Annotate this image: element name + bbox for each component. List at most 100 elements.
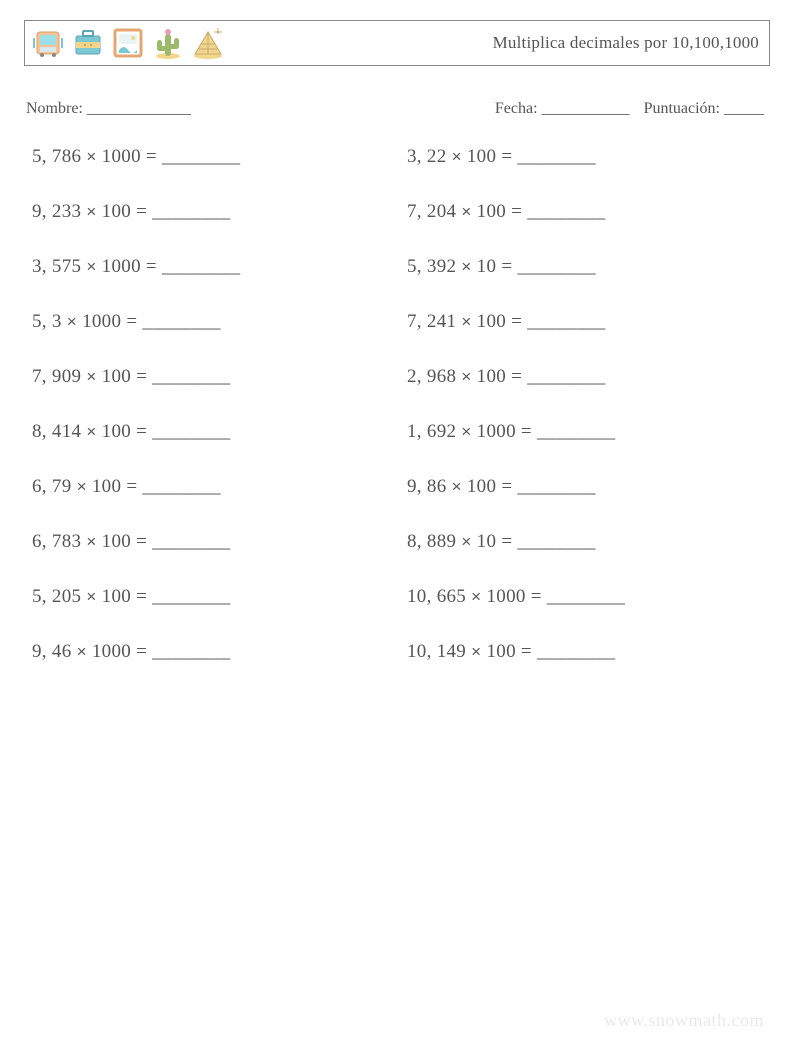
operand-a: 9, 233: [32, 201, 81, 222]
answer-blank: ________: [142, 311, 220, 332]
times-op: ×: [77, 477, 87, 496]
times-op: ×: [471, 587, 481, 606]
answer-blank: ________: [517, 256, 595, 277]
operand-b: 100: [102, 421, 131, 442]
problem: 6, 79 × 100 = ________: [32, 476, 395, 498]
answer-blank: ________: [517, 146, 595, 167]
operand-a: 5, 3: [32, 311, 62, 332]
operand-a: 6, 79: [32, 476, 72, 497]
tram-icon: [31, 26, 65, 60]
problem: 9, 46 × 1000 = ________: [32, 641, 395, 663]
operand-a: 8, 889: [407, 531, 456, 552]
operand-a: 5, 392: [407, 256, 456, 277]
operand-a: 5, 205: [32, 586, 81, 607]
times-op: ×: [86, 147, 96, 166]
problem: 8, 414 × 100 = ________: [32, 421, 395, 443]
times-op: ×: [86, 367, 96, 386]
answer-blank: ________: [152, 366, 230, 387]
operand-b: 100: [102, 201, 131, 222]
operand-b: 1000: [477, 421, 516, 442]
problem: 5, 3 × 1000 = ________: [32, 311, 395, 333]
operand-a: 8, 414: [32, 421, 81, 442]
operand-b: 100: [92, 476, 121, 497]
times-op: ×: [461, 532, 471, 551]
operand-b: 100: [477, 311, 506, 332]
times-op: ×: [86, 422, 96, 441]
operand-b: 1000: [486, 586, 525, 607]
operand-b: 100: [467, 146, 496, 167]
painting-icon: [111, 26, 145, 60]
operand-a: 1, 692: [407, 421, 456, 442]
operand-b: 1000: [102, 256, 141, 277]
times-op: ×: [452, 477, 462, 496]
operand-b: 10: [477, 531, 497, 552]
problem: 2, 968 × 100 = ________: [407, 366, 770, 388]
times-op: ×: [452, 147, 462, 166]
operand-a: 10, 149: [407, 641, 466, 662]
problem: 5, 205 × 100 = ________: [32, 586, 395, 608]
times-op: ×: [86, 532, 96, 551]
problem: 7, 241 × 100 = ________: [407, 311, 770, 333]
icons-row: [31, 26, 225, 60]
problem: 9, 86 × 100 = ________: [407, 476, 770, 498]
worksheet-title: Multiplica decimales por 10,100,1000: [493, 33, 759, 53]
operand-b: 1000: [92, 641, 131, 662]
times-op: ×: [471, 642, 481, 661]
problem: 9, 233 × 100 = ________: [32, 201, 395, 223]
operand-b: 10: [477, 256, 497, 277]
operand-a: 9, 86: [407, 476, 447, 497]
problem: 7, 909 × 100 = ________: [32, 366, 395, 388]
answer-blank: ________: [162, 256, 240, 277]
times-op: ×: [86, 257, 96, 276]
worksheet-page: Multiplica decimales por 10,100,1000 Nom…: [0, 0, 794, 1053]
score-label: Puntuación: _____: [644, 100, 764, 118]
times-op: ×: [461, 312, 471, 331]
answer-blank: ________: [152, 641, 230, 662]
answer-blank: ________: [537, 641, 615, 662]
problem: 6, 783 × 100 = ________: [32, 531, 395, 553]
times-op: ×: [67, 312, 77, 331]
answer-blank: ________: [152, 531, 230, 552]
operand-a: 3, 22: [407, 146, 447, 167]
answer-blank: ________: [162, 146, 240, 167]
answer-blank: ________: [152, 421, 230, 442]
operand-b: 1000: [102, 146, 141, 167]
date-label: Fecha: ___________: [495, 100, 630, 118]
problem: 8, 889 × 10 = ________: [407, 531, 770, 553]
answer-blank: ________: [152, 586, 230, 607]
operand-a: 7, 909: [32, 366, 81, 387]
times-op: ×: [86, 202, 96, 221]
problem: 10, 665 × 1000 = ________: [407, 586, 770, 608]
operand-b: 100: [477, 201, 506, 222]
operand-b: 100: [486, 641, 515, 662]
times-op: ×: [77, 642, 87, 661]
operand-a: 7, 241: [407, 311, 456, 332]
answer-blank: ________: [537, 421, 615, 442]
meta-right: Fecha: ___________ Puntuación: _____: [495, 100, 764, 118]
cactus-icon: [151, 26, 185, 60]
problems-grid: 5, 786 × 1000 = ________ 3, 22 × 100 = __…: [24, 146, 770, 663]
times-op: ×: [461, 257, 471, 276]
operand-b: 1000: [82, 311, 121, 332]
answer-blank: ________: [142, 476, 220, 497]
suitcase-icon: [71, 26, 105, 60]
problem: 1, 692 × 1000 = ________: [407, 421, 770, 443]
times-op: ×: [461, 202, 471, 221]
watermark: www.snowmath.com: [604, 1010, 764, 1031]
operand-a: 10, 665: [407, 586, 466, 607]
operand-a: 5, 786: [32, 146, 81, 167]
answer-blank: ________: [517, 476, 595, 497]
problem: 10, 149 × 100 = ________: [407, 641, 770, 663]
operand-b: 100: [102, 586, 131, 607]
header-box: Multiplica decimales por 10,100,1000: [24, 20, 770, 66]
meta-row: Nombre: _____________ Fecha: ___________…: [24, 100, 770, 118]
answer-blank: ________: [152, 201, 230, 222]
problem: 7, 204 × 100 = ________: [407, 201, 770, 223]
problem: 3, 22 × 100 = ________: [407, 146, 770, 168]
operand-b: 100: [477, 366, 506, 387]
problem: 5, 392 × 10 = ________: [407, 256, 770, 278]
answer-blank: ________: [527, 366, 605, 387]
times-op: ×: [461, 367, 471, 386]
problem: 5, 786 × 1000 = ________: [32, 146, 395, 168]
answer-blank: ________: [527, 311, 605, 332]
